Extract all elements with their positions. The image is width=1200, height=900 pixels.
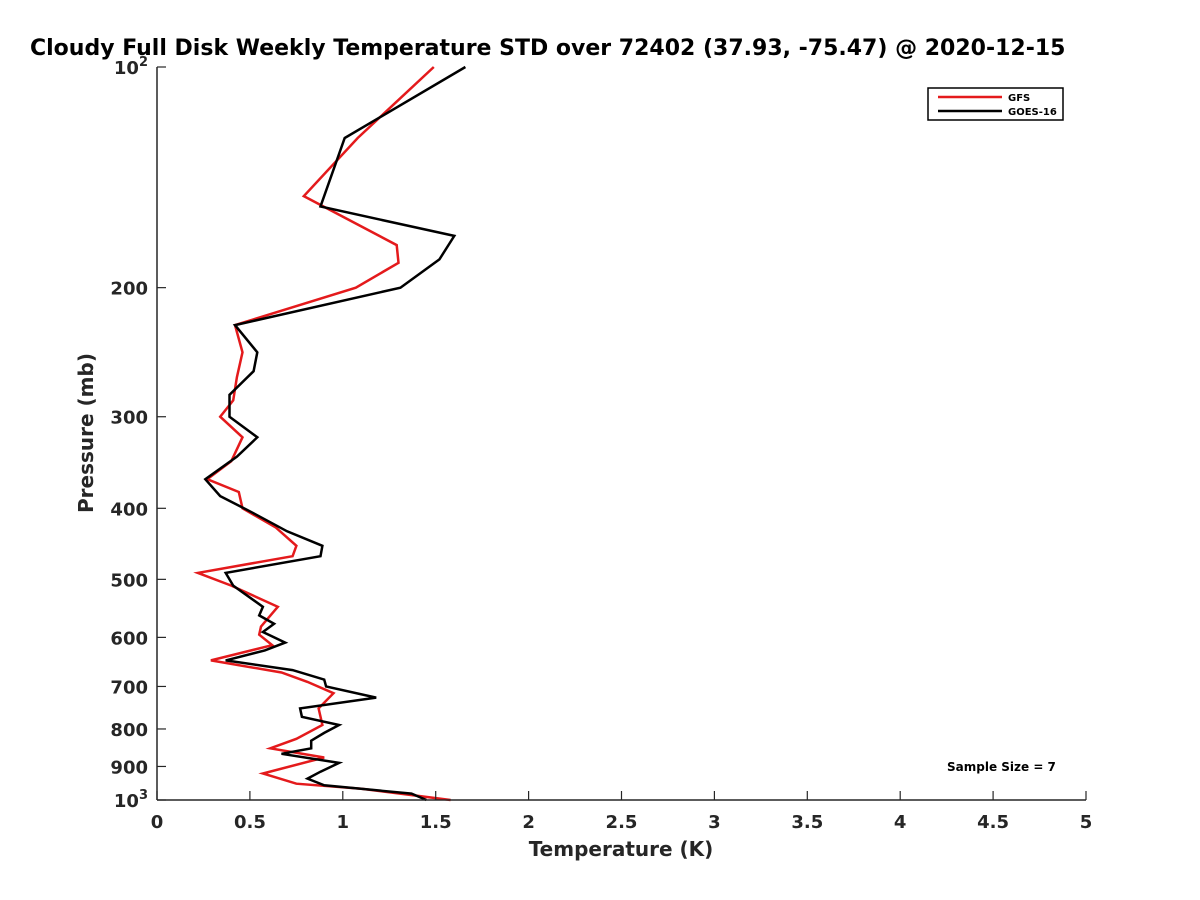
- y-tick-label: 500: [110, 570, 148, 591]
- sample-size-annotation: Sample Size = 7: [947, 760, 1056, 774]
- legend-label-gfs: GFS: [1008, 93, 1030, 104]
- x-tick-label: 4: [894, 812, 907, 833]
- x-tick-label: 5: [1080, 812, 1093, 833]
- x-tick-label: 2: [522, 812, 535, 833]
- x-tick-label: 4.5: [977, 812, 1009, 833]
- legend-box: [927, 87, 1064, 121]
- x-axis-label: Temperature (K): [529, 837, 714, 861]
- legend: GFS GOES-16: [927, 87, 1064, 121]
- chart-title: Cloudy Full Disk Weekly Temperature STD …: [30, 36, 1065, 61]
- series-line-gfs: [193, 66, 451, 802]
- x-tick-label: 0.5: [234, 812, 266, 833]
- x-tick-label: 3.5: [791, 812, 823, 833]
- y-tick-label: 200: [110, 279, 148, 300]
- y-tick-label: 700: [110, 677, 148, 698]
- series-line-goes16: [203, 65, 467, 802]
- x-tick-label: 1: [337, 812, 350, 833]
- y-tick-label: 300: [110, 408, 148, 429]
- y-axis-label: Pressure (mb): [74, 353, 98, 513]
- x-tick-label: 3: [708, 812, 721, 833]
- y-tick-label: 600: [110, 628, 148, 649]
- x-axis-ticks: 0 0.5 1 1.5 2 2.5 3 3.5 4 4.5 5: [151, 791, 1093, 833]
- y-tick-label: 400: [110, 499, 148, 520]
- y-tick-label: 103: [114, 788, 148, 812]
- y-tick-label: 800: [110, 720, 148, 741]
- legend-label-goes16: GOES-16: [1008, 107, 1057, 118]
- x-tick-label: 2.5: [606, 812, 638, 833]
- x-tick-label: 0: [151, 812, 164, 833]
- x-tick-label: 1.5: [420, 812, 452, 833]
- y-tick-label: 900: [110, 757, 148, 778]
- series-lines: [193, 65, 467, 802]
